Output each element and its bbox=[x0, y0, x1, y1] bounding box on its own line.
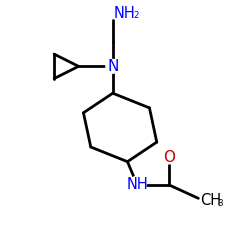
Text: CH: CH bbox=[200, 193, 222, 208]
Text: N: N bbox=[107, 59, 118, 74]
Text: O: O bbox=[163, 150, 175, 165]
Text: $_3$: $_3$ bbox=[217, 196, 224, 209]
Text: $_2$: $_2$ bbox=[133, 8, 140, 21]
Text: NH: NH bbox=[126, 178, 148, 192]
Circle shape bbox=[129, 176, 146, 194]
Text: NH: NH bbox=[114, 6, 136, 20]
Circle shape bbox=[106, 60, 120, 73]
Circle shape bbox=[164, 153, 174, 164]
